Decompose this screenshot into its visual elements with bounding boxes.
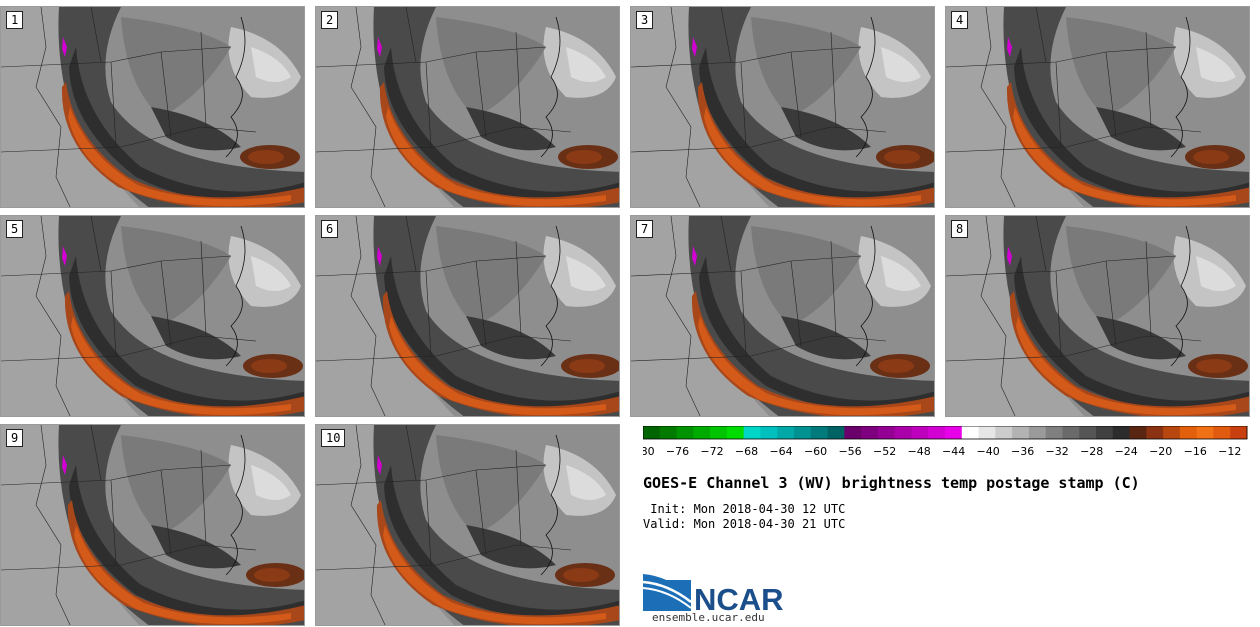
colorbar-segment <box>1112 426 1131 439</box>
colorbar-tick-label: −56 <box>838 445 861 458</box>
colorbar-tick-label: −20 <box>1149 445 1172 458</box>
colorbar-segment <box>693 426 711 439</box>
colorbar-frame <box>643 426 1248 440</box>
colorbar-segment <box>743 426 761 439</box>
colorbar-segment <box>810 426 829 439</box>
colorbar-tick-label: −36 <box>1011 445 1034 458</box>
stamp-number-label: 5 <box>6 220 24 238</box>
stamp-panel-1: 1 <box>0 6 305 208</box>
colorbar-tick-label: −12 <box>1218 445 1241 458</box>
colorbar-tick-label: −44 <box>942 445 965 458</box>
stamp-panel-7: 7 <box>630 215 935 417</box>
colorbar-tick-label: −40 <box>977 445 1000 458</box>
colorbar-segment <box>1196 426 1214 439</box>
colorbar-segment <box>877 426 896 439</box>
colorbar-segment <box>1062 426 1080 439</box>
colorbar-segment <box>861 426 879 439</box>
colorbar-segment <box>911 426 929 439</box>
colorbar-segment <box>827 426 845 439</box>
wv-map <box>946 216 1249 416</box>
colorbar-segment <box>777 426 795 439</box>
colorbar-tick-label: −48 <box>908 445 931 458</box>
colorbar-tick-label: −68 <box>735 445 758 458</box>
colorbar-segment <box>1129 426 1147 439</box>
stamp-number-label: 7 <box>636 220 654 238</box>
stamp-number-label: 8 <box>951 220 969 238</box>
init-time: Init: Mon 2018-04-30 12 UTC <box>643 502 846 516</box>
colorbar: −80−76−72−68−64−60−56−52−48−44−40−36−32−… <box>643 426 1248 458</box>
colorbar-segment <box>676 426 694 439</box>
colorbar-segment <box>1146 426 1164 439</box>
colorbar-tick-label: −72 <box>700 445 723 458</box>
colorbar-segment <box>1179 426 1198 439</box>
colorbar-segment <box>1079 426 1097 439</box>
colorbar-tick-label: −16 <box>1184 445 1207 458</box>
wv-map <box>316 7 619 207</box>
wv-map <box>1 216 304 416</box>
wv-map <box>631 216 934 416</box>
wv-map <box>946 7 1249 207</box>
stamp-panel-5: 5 <box>0 215 305 417</box>
wv-map <box>316 425 619 625</box>
stamp-number-label: 4 <box>951 11 969 29</box>
wv-map <box>631 7 934 207</box>
colorbar-segment <box>1028 426 1047 439</box>
colorbar-segment <box>978 426 996 439</box>
stamp-number-label: 6 <box>321 220 339 238</box>
stamp-panel-9: 9 <box>0 424 305 626</box>
stamp-number-label: 1 <box>6 11 24 29</box>
colorbar-segment <box>928 426 946 439</box>
wv-map <box>316 216 619 416</box>
stamp-number-label: 3 <box>636 11 654 29</box>
stamp-panel-4: 4 <box>945 6 1250 208</box>
wv-map <box>1 425 304 625</box>
ncar-wordmark: NCAR <box>694 582 784 614</box>
ncar-logo: NCAR <box>642 574 784 614</box>
colorbar-segment <box>643 426 661 439</box>
colorbar-segment <box>659 426 678 439</box>
source-url: ensemble.ucar.edu <box>652 611 765 624</box>
colorbar-tick-label: −76 <box>666 445 689 458</box>
stamp-panel-3: 3 <box>630 6 935 208</box>
colorbar-segment <box>961 426 980 439</box>
colorbar-tick-label: −60 <box>804 445 827 458</box>
colorbar-segment <box>1213 426 1231 439</box>
valid-time: Valid: Mon 2018-04-30 21 UTC <box>643 517 846 531</box>
colorbar-segment <box>1045 426 1063 439</box>
colorbar-segment <box>1096 426 1114 439</box>
stamp-panel-6: 6 <box>315 215 620 417</box>
figure-title: GOES-E Channel 3 (WV) brightness temp po… <box>643 474 1140 492</box>
colorbar-tick-label: −32 <box>1046 445 1069 458</box>
colorbar-segment <box>945 426 963 439</box>
colorbar-segment <box>1163 426 1181 439</box>
logo-swoosh-icon <box>643 574 691 600</box>
colorbar-segment <box>1230 426 1248 439</box>
colorbar-segment <box>1012 426 1030 439</box>
stamp-number-label: 2 <box>321 11 339 29</box>
colorbar-segment <box>894 426 912 439</box>
stamp-number-label: 10 <box>321 429 346 447</box>
colorbar-tick-label: −52 <box>873 445 896 458</box>
wv-map <box>1 7 304 207</box>
stamp-number-label: 9 <box>6 429 24 447</box>
colorbar-tick-label: −24 <box>1115 445 1138 458</box>
colorbar-segment <box>760 426 778 439</box>
colorbar-tick-label: −80 <box>643 445 655 458</box>
colorbar-segment <box>995 426 1013 439</box>
colorbar-segment <box>726 426 745 439</box>
colorbar-tick-label: −28 <box>1080 445 1103 458</box>
stamp-panel-2: 2 <box>315 6 620 208</box>
colorbar-segment <box>710 426 728 439</box>
colorbar-tick-label: −64 <box>769 445 792 458</box>
stamp-panel-8: 8 <box>945 215 1250 417</box>
stamp-panel-10: 10 <box>315 424 620 626</box>
colorbar-segment <box>794 426 812 439</box>
colorbar-segment <box>844 426 862 439</box>
